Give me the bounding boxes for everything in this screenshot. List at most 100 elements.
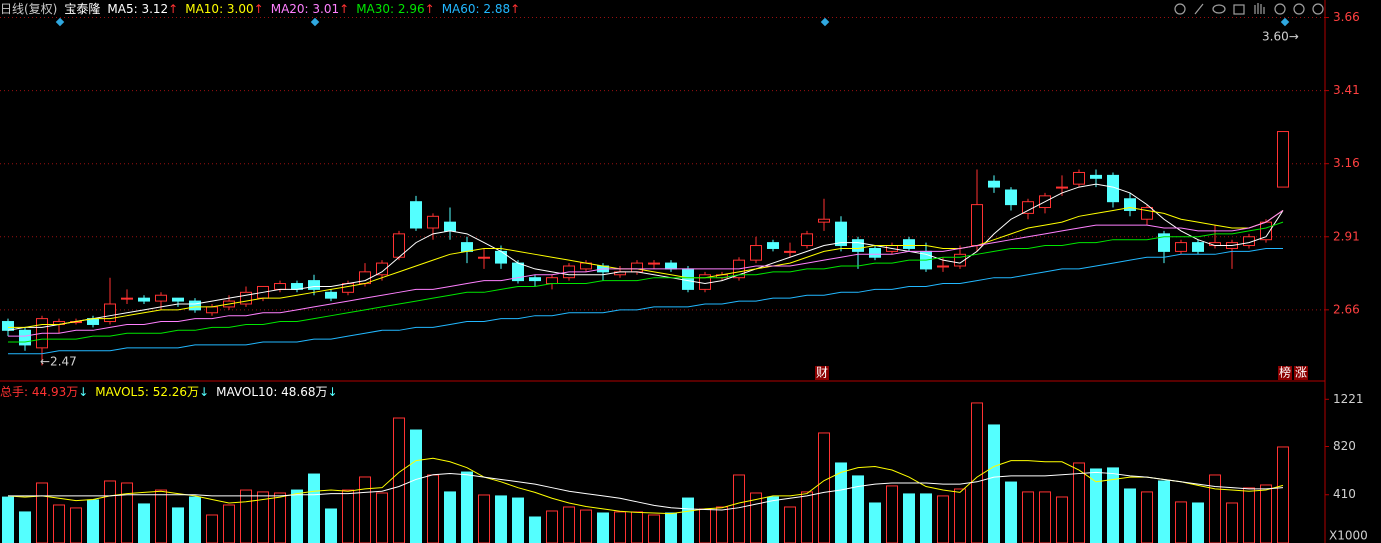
volume-bar [1039, 491, 1051, 543]
volume-bar [1141, 491, 1153, 543]
volume-bar [818, 432, 830, 543]
hand-icon[interactable] [1254, 3, 1265, 14]
volume-bar [903, 493, 915, 543]
volume-bar [1090, 468, 1102, 543]
volume-bar [1158, 480, 1170, 543]
volume-bar [19, 511, 31, 543]
candle-body [1090, 174, 1102, 179]
legend-trend: ↑ [424, 2, 435, 16]
marker-box [815, 366, 829, 380]
toolbar [1174, 3, 1324, 15]
volume-bar [342, 489, 354, 543]
volume-legend: 总手: 44.93万 ↓ MAVOL5: 52.26万 ↓ MAVOL10: 48.68… [0, 384, 338, 400]
volume-bar [1277, 446, 1289, 543]
legend-entry: MA30: 2.96 [356, 2, 425, 16]
volume-bar [801, 491, 813, 543]
low-label: ←2.47 [40, 355, 77, 369]
y-tick-label: 3.41 [1333, 83, 1360, 97]
candle-body [376, 262, 388, 276]
volume-bar [138, 503, 150, 543]
candle-body [495, 250, 507, 264]
candle-body [665, 262, 677, 270]
volume-bar [597, 512, 609, 543]
candle-body [869, 247, 881, 258]
price-legend: 日线(复权) 宝泰隆 MA5: 3.12 ↑ MA10: 3.00 ↑ MA20: 3.01… [0, 1, 520, 17]
volume-bar [767, 496, 779, 543]
candle-body [308, 280, 320, 290]
candle-body [767, 242, 779, 249]
volume-bar [563, 506, 575, 543]
volume-bar [886, 485, 898, 543]
candle-body [1141, 207, 1153, 220]
volume-bar [750, 492, 762, 543]
view-icon[interactable] [1212, 4, 1226, 14]
zoom-in-icon[interactable] [1274, 3, 1286, 15]
volume-bar [444, 491, 456, 543]
ma-line [7, 457, 1284, 515]
volume-bar [1209, 474, 1221, 543]
candle-body [461, 242, 473, 252]
y-tick-label: 1221 [1333, 392, 1364, 406]
volume-bar [325, 508, 337, 543]
candle-body [325, 291, 337, 299]
volume-bar [665, 512, 677, 543]
draw-icon[interactable] [1194, 3, 1204, 15]
candle-body [19, 329, 31, 346]
candle-body [189, 300, 201, 311]
volume-bar [172, 507, 184, 543]
candle-body [529, 277, 541, 282]
marker-box [1294, 366, 1308, 380]
candle-body [801, 233, 813, 247]
high-label: 3.60→ [1262, 30, 1299, 44]
legend-trend: ↓ [199, 385, 210, 399]
volume-bar [835, 462, 847, 543]
volume-bar [869, 502, 881, 543]
unit-label: X1000 [1329, 529, 1368, 543]
candle-body [427, 215, 439, 229]
candle-body [444, 221, 456, 232]
event-marker [310, 17, 320, 27]
bag-icon[interactable] [1233, 4, 1245, 15]
candle-body [1056, 186, 1068, 189]
event-marker-label: 榜 [1279, 365, 1291, 380]
zoom-in-icon[interactable] [1293, 3, 1305, 15]
volume-bar [937, 495, 949, 543]
stock-name: 宝泰隆 [64, 2, 101, 16]
settings-icon[interactable] [1174, 3, 1186, 15]
ma-line [8, 247, 1283, 355]
candle-body [410, 201, 422, 229]
candle-body [1158, 233, 1170, 252]
volume-bar [410, 429, 422, 543]
candle-body [138, 297, 150, 302]
zoom-out-icon[interactable] [1312, 3, 1324, 15]
volume-bar [87, 499, 99, 543]
volume-bar [240, 489, 252, 543]
volume-bar [631, 511, 643, 543]
volume-bar [699, 508, 711, 543]
volume-bar [104, 480, 116, 543]
candle-body [274, 283, 286, 290]
candle-body [342, 283, 354, 293]
volume-bar [359, 476, 371, 543]
volume-bar [36, 482, 48, 543]
y-tick-label: 820 [1333, 439, 1356, 453]
candle-body [954, 253, 966, 267]
event-marker [820, 17, 830, 27]
volume-title: 总手: 44.93万 [0, 385, 79, 399]
y-tick-label: 2.91 [1333, 229, 1360, 243]
volume-bar [427, 474, 439, 543]
volume-bar [1056, 496, 1068, 543]
candle-body [818, 218, 830, 223]
y-tick-label: 2.66 [1333, 302, 1360, 316]
ma-line [8, 210, 1284, 337]
candle-body [937, 265, 949, 268]
legend-entry: MA20: 3.01 [270, 2, 340, 16]
candle-body [172, 297, 184, 302]
volume-bar [257, 491, 269, 543]
candle-body [121, 297, 133, 300]
candle-body [155, 294, 167, 302]
volume-bar [495, 495, 507, 543]
candle-body [903, 239, 915, 249]
candle-body [784, 250, 796, 253]
